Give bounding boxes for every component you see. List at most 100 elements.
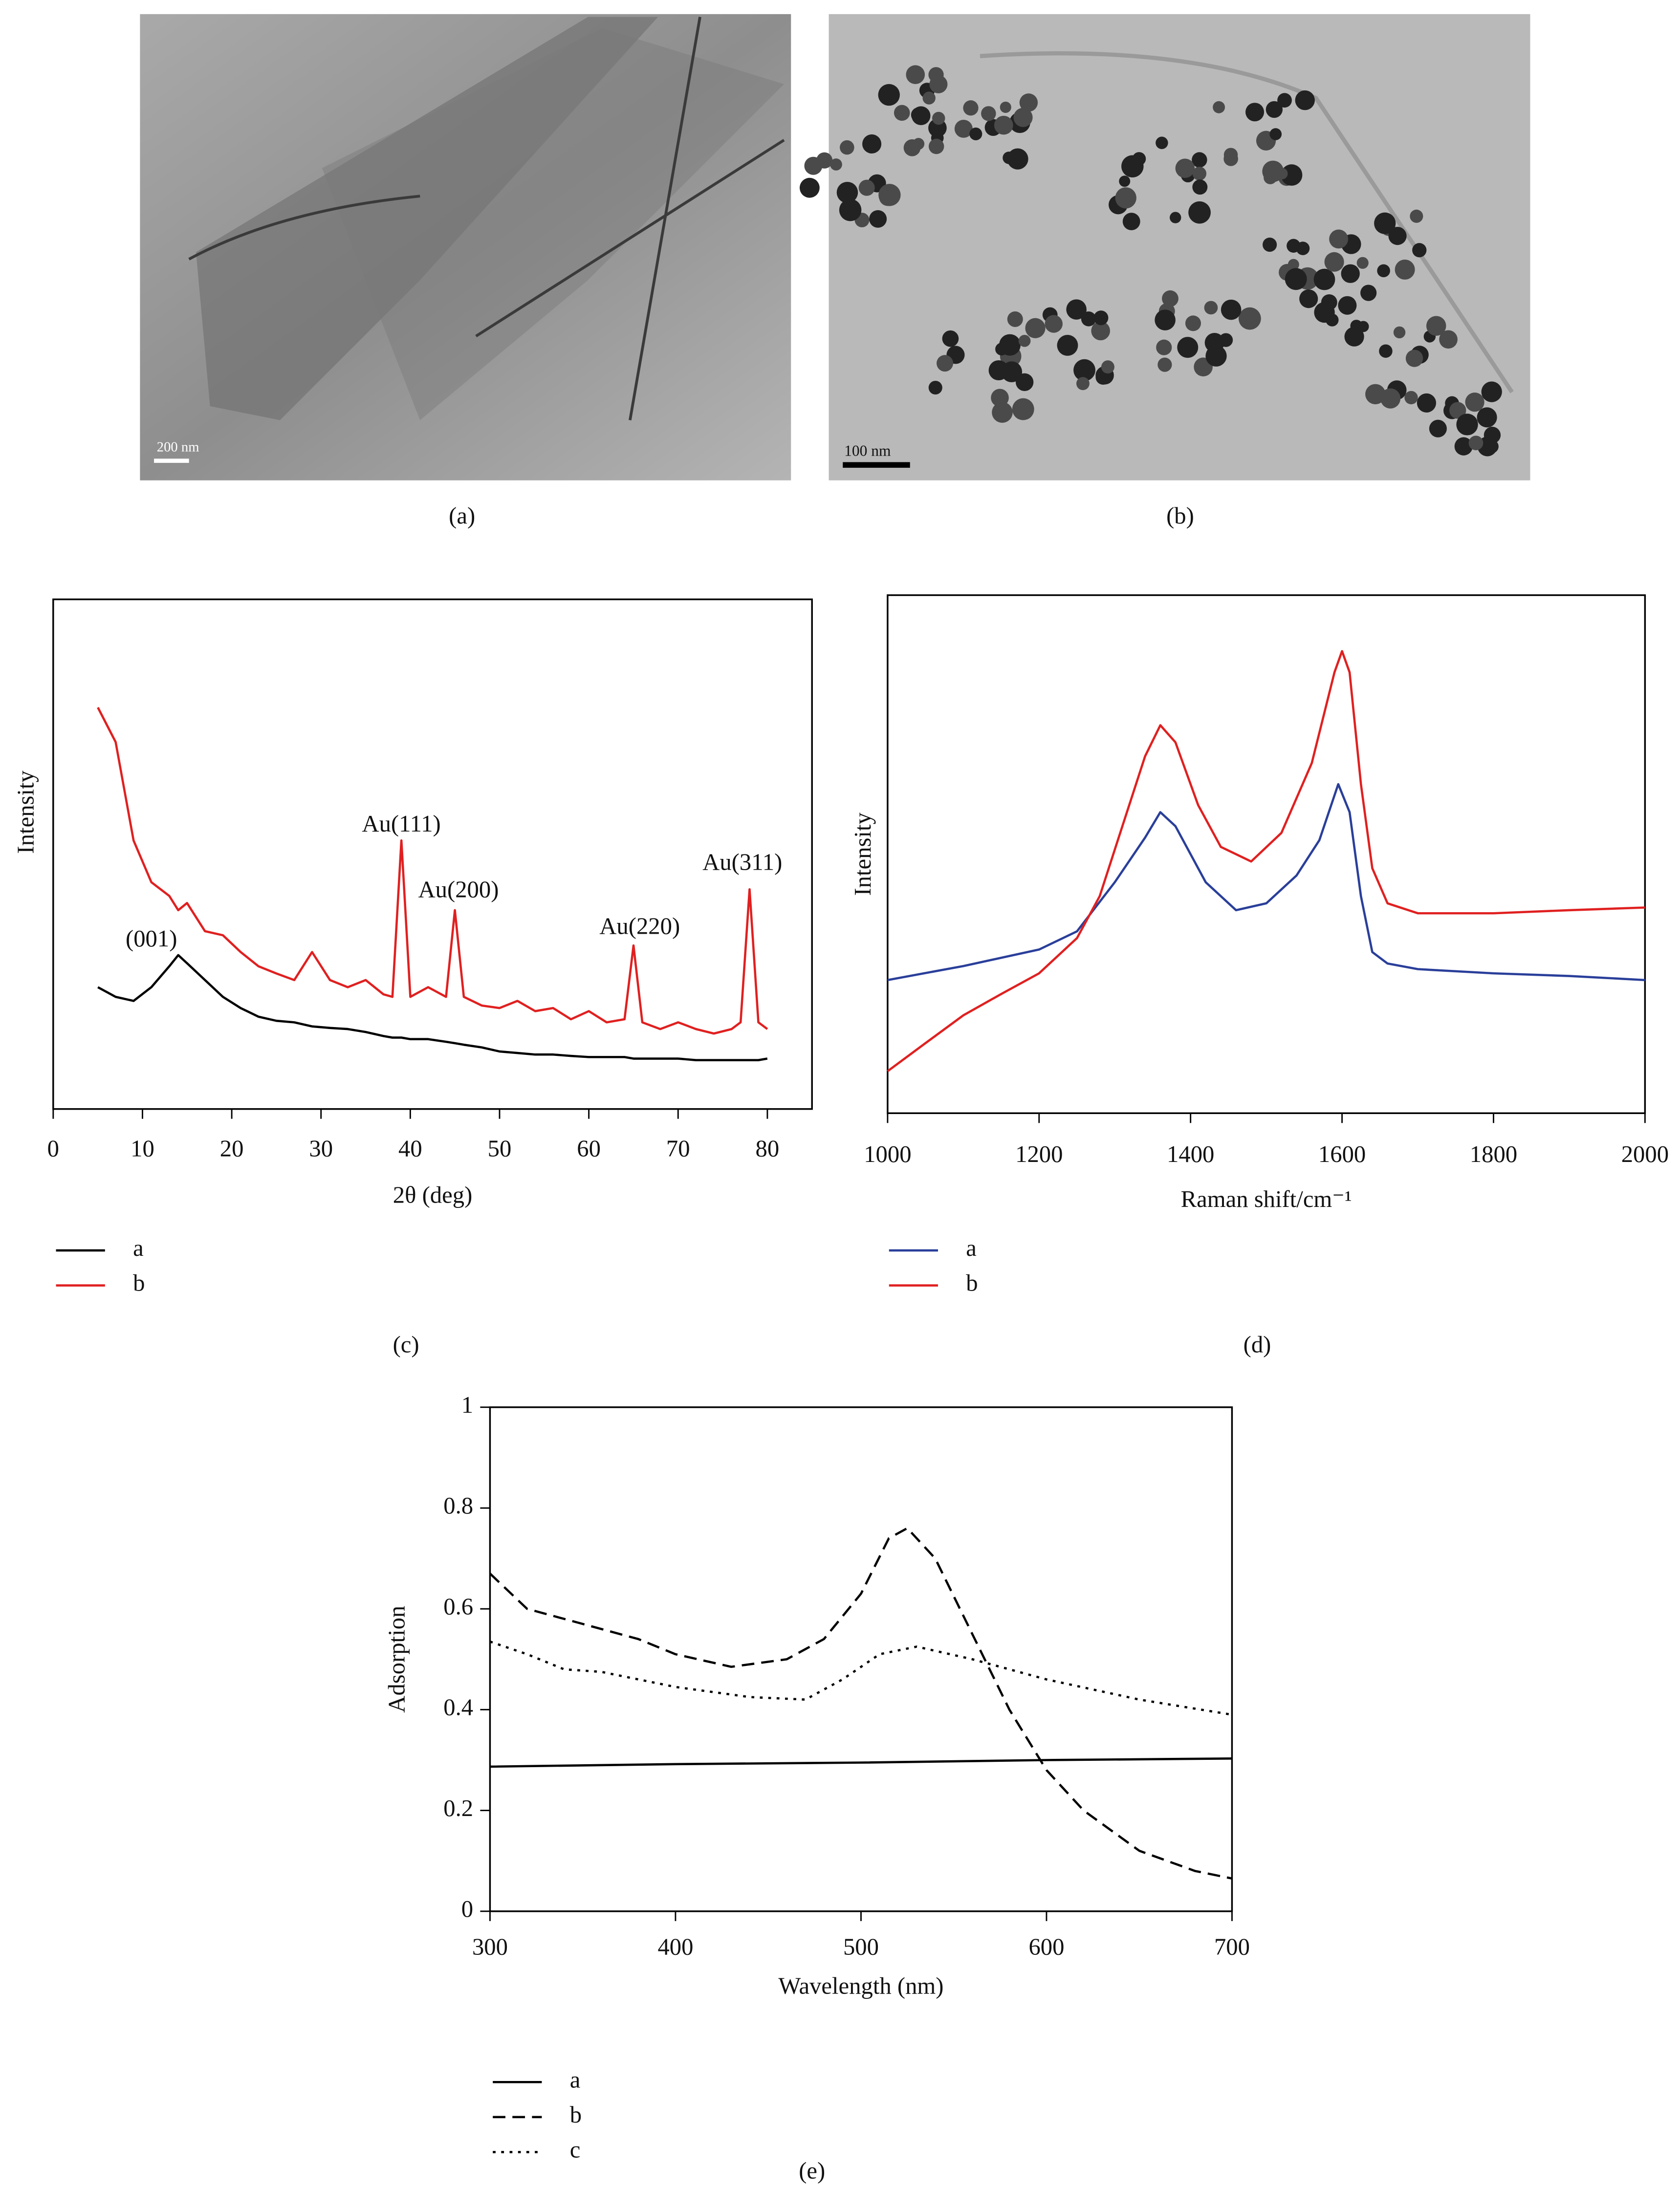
nanoparticle xyxy=(1119,175,1131,187)
nanoparticle xyxy=(878,184,901,206)
nanoparticle xyxy=(1175,158,1195,178)
nanoparticle xyxy=(1177,337,1199,358)
nanoparticle xyxy=(1192,179,1208,195)
nanoparticle xyxy=(911,106,931,126)
nanoparticle xyxy=(1344,327,1364,347)
nanoparticle xyxy=(1013,108,1033,127)
legend-label: b xyxy=(966,1270,978,1296)
legend-label: a xyxy=(966,1235,977,1261)
nanoparticle xyxy=(1095,370,1111,385)
nanoparticle xyxy=(1377,264,1390,278)
nanoparticle xyxy=(1360,285,1377,301)
nanoparticle xyxy=(954,119,973,138)
nanoparticle xyxy=(1162,290,1178,307)
nanoparticle xyxy=(1121,155,1144,177)
nanoparticle xyxy=(858,179,875,196)
nanoparticle xyxy=(839,198,862,221)
nanoparticle xyxy=(1395,259,1415,280)
nanoparticle xyxy=(1007,311,1023,327)
y-axis-label: Intensity xyxy=(850,812,876,896)
nanoparticle xyxy=(1156,339,1172,355)
nanoparticle xyxy=(1019,93,1038,112)
y-axis-label: Adsorption xyxy=(383,1606,410,1713)
x-tick-label: 80 xyxy=(756,1136,780,1162)
micrograph-b-overlay: 100 nm xyxy=(843,442,910,468)
nanoparticle xyxy=(1314,302,1335,323)
x-tick-label: 60 xyxy=(577,1136,601,1162)
nanoparticle xyxy=(1374,212,1396,234)
scale-bar-label: 200 nm xyxy=(157,439,199,455)
nanoparticle xyxy=(937,355,954,372)
nanoparticle xyxy=(1101,360,1114,374)
series-line xyxy=(887,650,1645,1073)
plot-frame xyxy=(887,594,1646,1114)
nanoparticle xyxy=(1188,201,1211,224)
x-tick-label: 40 xyxy=(398,1136,422,1162)
x-tick-label: 600 xyxy=(1028,1933,1064,1960)
nanoparticle xyxy=(1264,171,1277,184)
nanoparticle xyxy=(1000,101,1011,113)
panel-label: (e) xyxy=(799,2158,825,2184)
nanoparticle xyxy=(969,127,982,140)
legend-label: a xyxy=(133,1235,144,1261)
series-line xyxy=(489,1641,1232,1716)
nanoparticle xyxy=(1155,309,1176,330)
plot-frame xyxy=(52,598,813,1110)
nanoparticle xyxy=(1281,164,1303,186)
nanoparticle xyxy=(981,106,996,121)
nanoparticle xyxy=(799,177,820,198)
nanoparticle xyxy=(1276,168,1288,179)
nanoparticle xyxy=(1239,307,1261,330)
x-tick-label: 400 xyxy=(657,1933,693,1960)
nanoparticle xyxy=(1204,301,1218,315)
nanoparticle xyxy=(1219,333,1233,347)
nanoparticle xyxy=(992,402,1013,423)
annotation: Au(220) xyxy=(599,913,680,940)
nanoparticle xyxy=(1412,243,1427,258)
nanoparticle xyxy=(1066,299,1087,320)
annotation: Au(311) xyxy=(702,849,782,875)
nanoparticle xyxy=(928,380,942,395)
nanoparticle xyxy=(1454,437,1473,456)
nanoparticle xyxy=(1379,344,1393,358)
nanoparticle xyxy=(1192,166,1207,181)
nanoparticle xyxy=(994,115,1013,135)
nanoparticle xyxy=(928,138,944,154)
x-tick-label: 1200 xyxy=(1015,1141,1063,1167)
nanoparticle xyxy=(963,100,979,116)
graphene-sheet xyxy=(196,17,658,420)
nanoparticle xyxy=(1439,330,1458,349)
nanoparticle xyxy=(1185,315,1201,331)
nanoparticle xyxy=(1417,393,1437,413)
nanoparticle xyxy=(836,181,858,203)
nanoparticle xyxy=(1388,227,1407,245)
x-tick-label: 2000 xyxy=(1621,1141,1669,1167)
legend-label: c xyxy=(570,2137,581,2163)
nanoparticle xyxy=(1205,345,1227,367)
nanoparticle xyxy=(862,134,882,154)
nanoparticle xyxy=(1404,391,1418,405)
nanoparticle xyxy=(894,105,910,121)
x-tick-label: 70 xyxy=(666,1136,690,1162)
nanoparticle xyxy=(1405,350,1423,367)
x-tick-label: 0 xyxy=(47,1136,59,1162)
nanoparticle xyxy=(1091,321,1111,341)
x-tick-label: 50 xyxy=(488,1136,512,1162)
nanoparticle xyxy=(1115,187,1136,209)
nanoparticle xyxy=(1265,101,1283,118)
nanoparticle xyxy=(1477,407,1497,428)
panel-label: (c) xyxy=(393,1332,419,1358)
nanoparticle xyxy=(1277,93,1292,108)
nanoparticle xyxy=(906,65,925,84)
x-tick-label: 1600 xyxy=(1318,1141,1366,1167)
nanoparticle xyxy=(1456,414,1478,436)
nanoparticle xyxy=(1329,229,1349,249)
nanoparticle xyxy=(1057,335,1078,356)
plot-frame xyxy=(489,1406,1233,1912)
series-line xyxy=(489,1527,1232,1880)
sheet-fold xyxy=(188,17,785,420)
nanoparticle xyxy=(1093,310,1109,326)
nanoparticle xyxy=(1285,268,1307,290)
y-tick-label: 0.8 xyxy=(443,1492,473,1519)
graphene-sheet xyxy=(322,28,784,420)
